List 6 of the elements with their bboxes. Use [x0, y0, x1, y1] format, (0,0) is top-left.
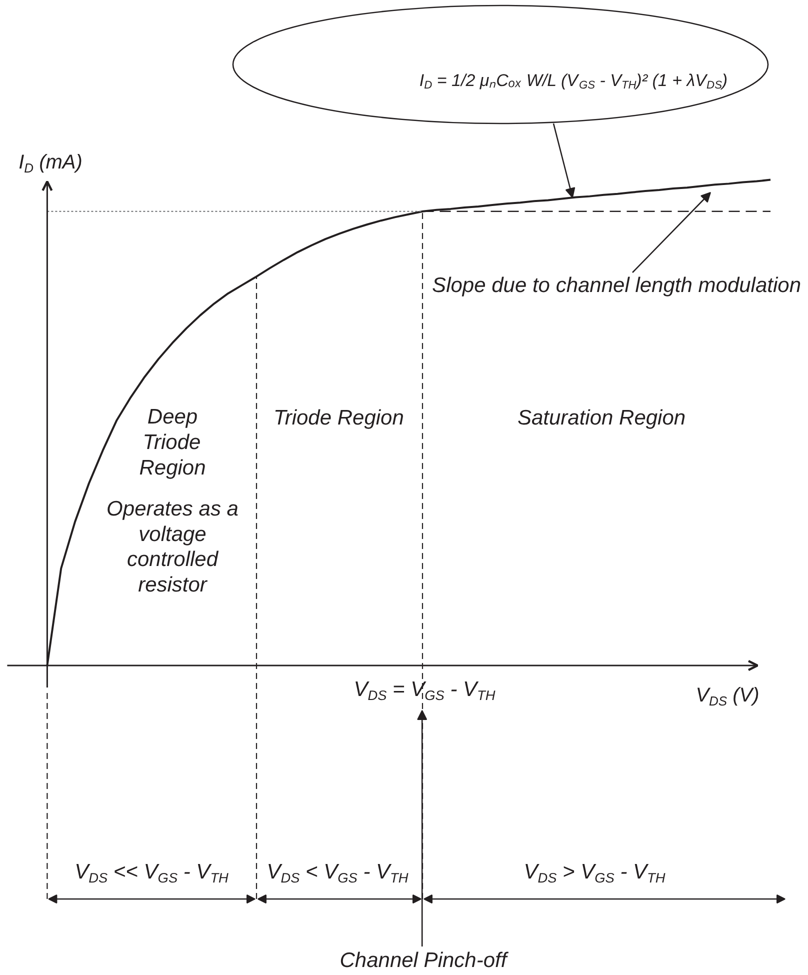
annotation: Deep Triode Region: [139, 406, 206, 480]
annotation: Operates as a voltage controlled resistor: [106, 497, 238, 597]
annotation: Slope due to channel length modulation: [432, 274, 802, 297]
annotation: Saturation Region: [517, 406, 686, 430]
text: Channel Pinch-off: [340, 949, 509, 972]
annotation: Triode Region: [274, 406, 404, 430]
